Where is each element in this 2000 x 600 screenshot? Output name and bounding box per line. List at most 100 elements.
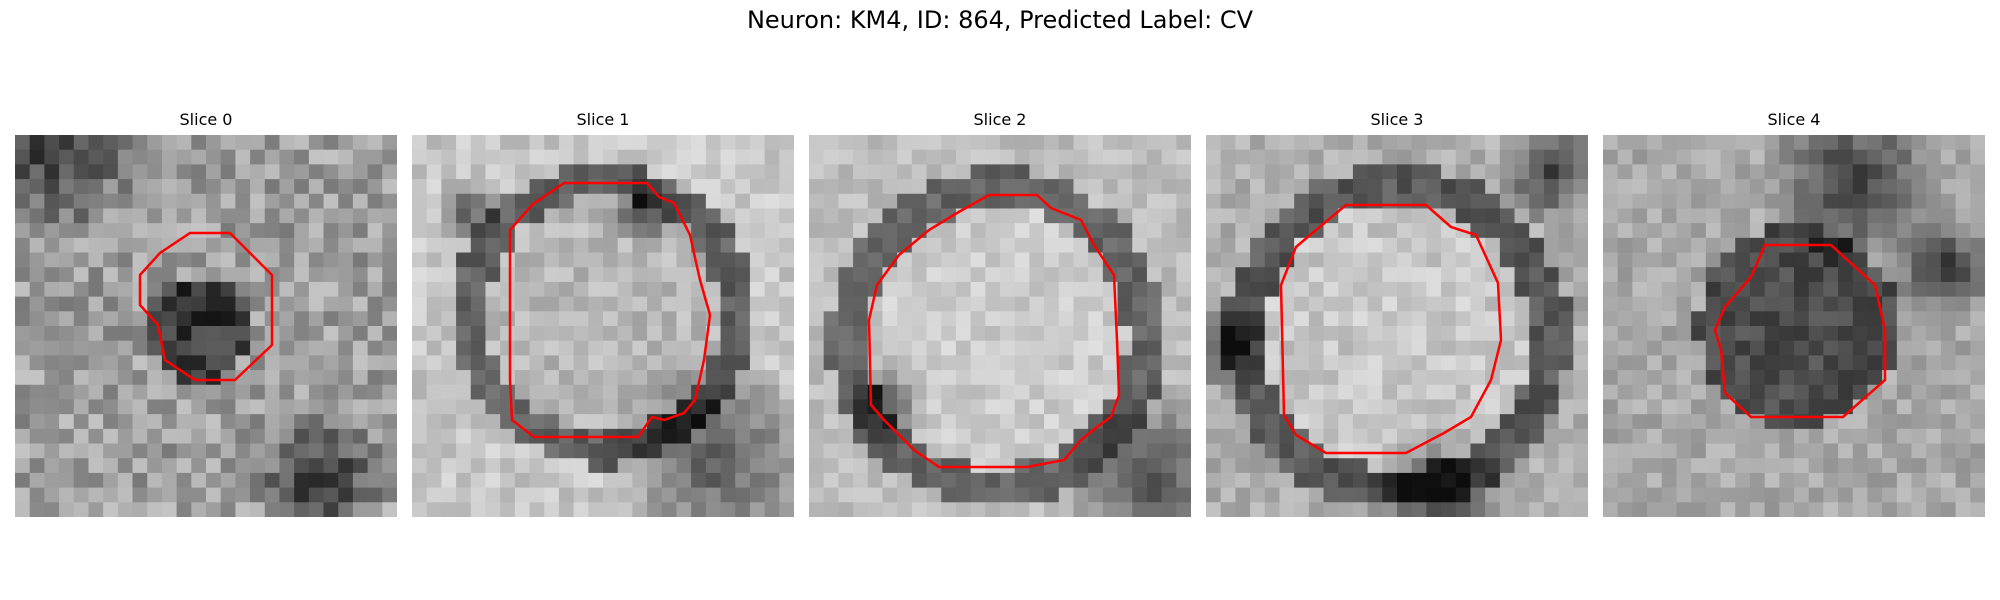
pixel: [1279, 208, 1295, 224]
pixel: [853, 281, 869, 298]
pixel: [779, 193, 794, 210]
pixel: [764, 355, 780, 371]
pixel: [1940, 340, 1957, 356]
pixel: [779, 370, 794, 386]
pixel: [132, 326, 148, 342]
pixel: [1808, 149, 1824, 165]
pixel: [1794, 487, 1810, 503]
pixel: [720, 370, 736, 386]
pixel: [941, 179, 957, 195]
pixel: [1044, 487, 1060, 503]
pixel: [1720, 443, 1736, 459]
pixel: [1367, 164, 1383, 180]
pixel: [1000, 208, 1016, 224]
pixel: [544, 267, 560, 283]
pixel: [970, 252, 986, 268]
pixel: [603, 135, 619, 151]
pixel: [853, 311, 869, 327]
pixel: [1352, 326, 1369, 342]
pixel: [970, 502, 986, 517]
pixel: [617, 193, 633, 210]
pixel: [1852, 384, 1869, 401]
pixel: [382, 458, 397, 474]
pixel: [161, 487, 178, 503]
pixel: [1029, 223, 1045, 239]
pixel: [1705, 340, 1722, 356]
pixel: [1323, 370, 1339, 386]
pixel: [500, 458, 516, 474]
pixel: [88, 252, 104, 268]
pixel: [1338, 135, 1354, 151]
pixel: [1735, 252, 1751, 268]
pixel: [426, 428, 442, 445]
pixel: [544, 414, 560, 430]
pixel: [161, 399, 178, 415]
pixel: [294, 487, 310, 503]
pixel: [1514, 164, 1530, 180]
pixel: [1073, 252, 1089, 268]
pixel: [323, 355, 339, 371]
slice-4-pixels: [1603, 135, 1985, 517]
pixel: [1220, 384, 1236, 401]
pixel: [1896, 149, 1913, 165]
pixel: [1749, 281, 1766, 298]
pixel: [1911, 384, 1927, 401]
pixel: [720, 311, 736, 327]
pixel: [1073, 428, 1089, 445]
pixel: [250, 414, 266, 430]
pixel: [1558, 355, 1574, 371]
pixel: [1294, 340, 1310, 356]
pixel: [809, 267, 825, 283]
pixel: [529, 370, 545, 386]
pixel: [1529, 502, 1545, 517]
pixel: [1044, 296, 1060, 312]
pixel: [941, 472, 957, 489]
pixel: [161, 370, 178, 386]
pixel: [1705, 193, 1722, 210]
pixel: [1176, 223, 1191, 239]
pixel: [853, 267, 869, 283]
pixel: [1838, 428, 1854, 445]
pixel: [955, 179, 972, 195]
pixel: [441, 179, 457, 195]
pixel: [1558, 326, 1574, 342]
pixel: [749, 237, 766, 254]
pixel: [1235, 179, 1251, 195]
pixel: [603, 252, 619, 268]
pixel: [985, 502, 1001, 517]
pixel: [500, 472, 516, 489]
pixel: [352, 164, 369, 180]
pixel: [352, 179, 369, 195]
pixel: [250, 237, 266, 254]
pixel: [1250, 311, 1266, 327]
pixel: [220, 340, 236, 356]
pixel: [1044, 281, 1060, 298]
pixel: [941, 428, 957, 445]
pixel: [1352, 252, 1369, 268]
pixel: [1029, 164, 1045, 180]
pixel: [485, 164, 501, 180]
pixel: [1264, 428, 1281, 445]
pixel: [470, 428, 487, 445]
pixel: [809, 179, 825, 195]
pixel: [1352, 487, 1369, 503]
pixel: [617, 267, 633, 283]
pixel: [1397, 252, 1413, 268]
pixel: [1764, 443, 1780, 459]
pixel: [117, 399, 134, 415]
pixel: [338, 179, 354, 195]
pixel: [529, 223, 545, 239]
pixel: [1000, 487, 1016, 503]
pixel: [1470, 414, 1486, 430]
pixel: [809, 193, 825, 210]
pixel: [1308, 443, 1325, 459]
pixel: [1661, 370, 1678, 386]
pixel: [1058, 414, 1075, 430]
pixel: [1220, 149, 1236, 165]
pixel: [1529, 267, 1545, 283]
pixel: [426, 296, 442, 312]
pixel: [514, 458, 531, 474]
pixel: [1441, 443, 1457, 459]
pixel: [161, 281, 178, 298]
pixel: [823, 399, 839, 415]
